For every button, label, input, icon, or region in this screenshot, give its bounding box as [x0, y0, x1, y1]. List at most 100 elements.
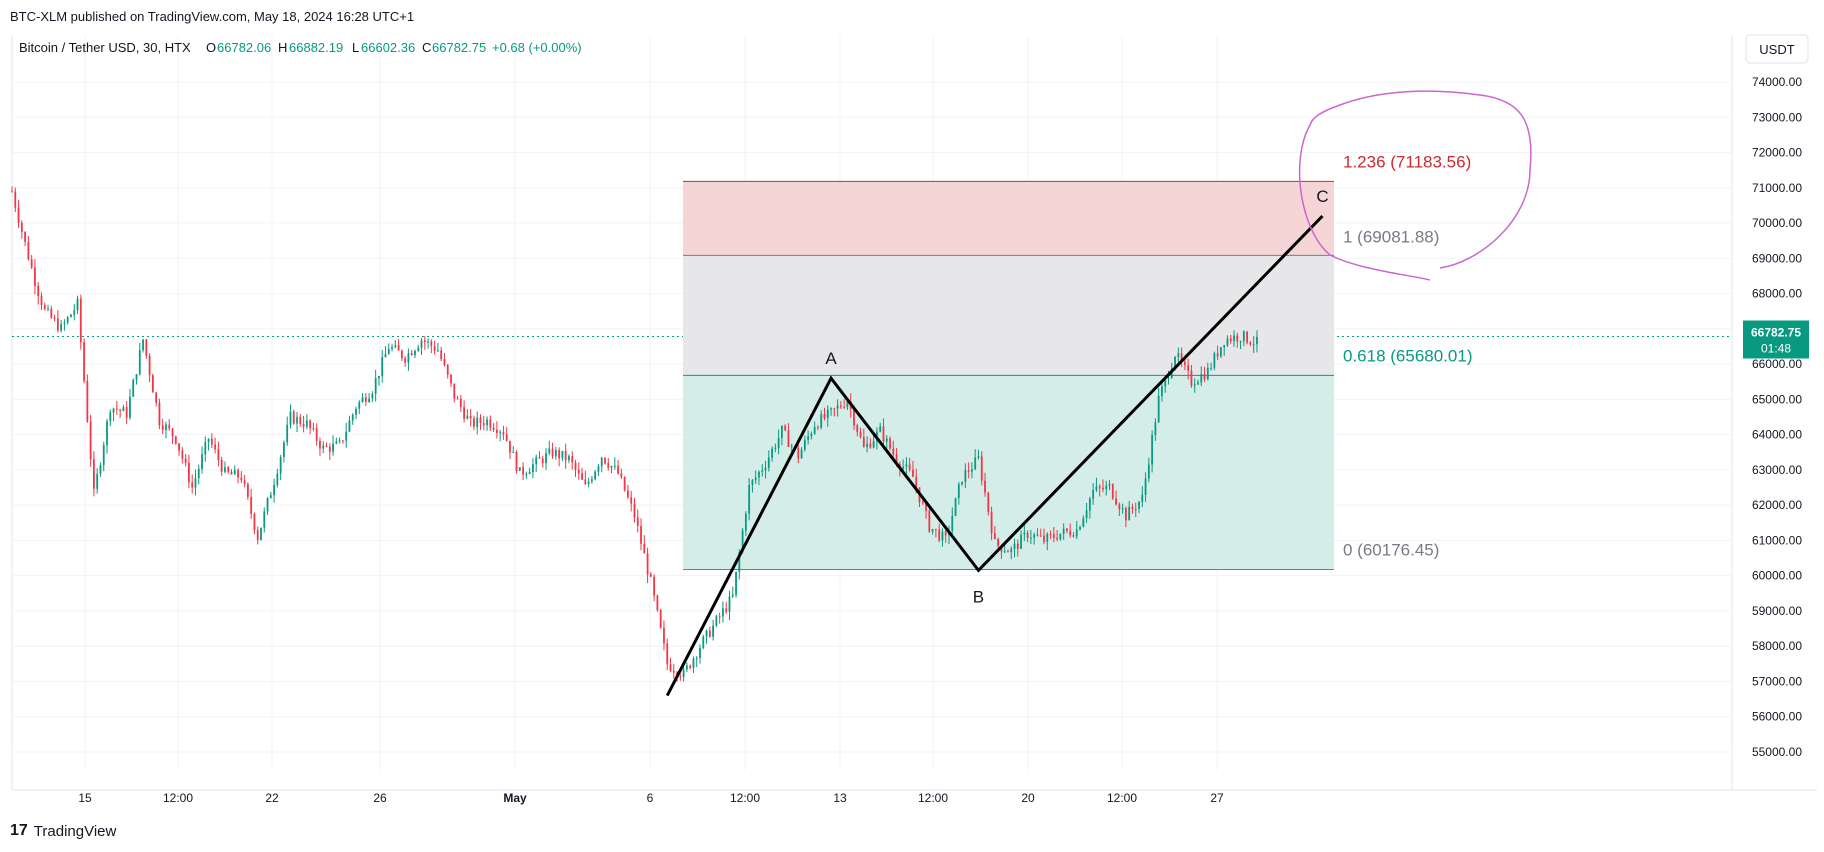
candle-body [826, 409, 829, 419]
candle-body [1125, 508, 1127, 521]
candle-body [836, 405, 839, 409]
currency-button[interactable]: USDT [1745, 34, 1809, 64]
candle-body [456, 398, 459, 400]
candle-body [1229, 338, 1232, 342]
fib-level-label: 0 (60176.45) [1343, 540, 1439, 559]
candle-body [833, 408, 836, 410]
candle-body [492, 427, 495, 430]
candle-body [1029, 537, 1032, 539]
x-tick-label: 22 [265, 791, 279, 805]
candle-body [672, 670, 675, 673]
candle-body [971, 469, 973, 472]
price-axis[interactable]: 74000.00 73000.00 72000.00 71000.00 70000.00… [1752, 75, 1802, 759]
candle-body [777, 437, 780, 448]
x-tick-label: 12:00 [918, 791, 948, 805]
candle-body [178, 443, 180, 451]
candle-body [407, 353, 410, 363]
candle-body [944, 531, 947, 536]
candle-body [558, 450, 561, 459]
candle-body [266, 498, 269, 512]
x-tick-label: 6 [647, 791, 654, 805]
candle-body [66, 317, 69, 323]
candle-body [1036, 534, 1039, 536]
candle-body [325, 445, 328, 447]
candle-body [53, 317, 56, 319]
candle-body [597, 466, 600, 472]
candle-body [181, 450, 184, 459]
y-tick-label: 66000.00 [1752, 357, 1802, 371]
candle-body [600, 457, 603, 467]
candle-body [1082, 518, 1085, 527]
time-axis[interactable]: 15 12:00 22 26 May 6 12:00 13 12:00 20 12:00 27 [78, 791, 1224, 805]
candle-body [79, 298, 82, 343]
candle-body [332, 443, 334, 452]
candle-body [879, 426, 882, 432]
candle-body [895, 454, 898, 464]
candle-body [437, 350, 439, 352]
candle-body [1010, 548, 1013, 553]
fib-level-label: 0.618 (65680.01) [1343, 346, 1473, 365]
candle-body [420, 340, 423, 348]
candle-body [535, 457, 538, 465]
candle-body [1062, 528, 1065, 534]
candle-body [967, 470, 970, 472]
symbol-line: Bitcoin / Tether USD, 30, HTX O 66782.06… [19, 40, 582, 55]
candle-body [957, 484, 960, 499]
candle-body [486, 419, 488, 426]
candle-body [1059, 533, 1062, 540]
candle-body [312, 427, 315, 429]
candle-body [233, 469, 236, 475]
candle-body [564, 450, 567, 461]
candle-body [125, 407, 128, 418]
candle-body [623, 476, 626, 491]
candle-body [1256, 336, 1258, 345]
candle-body [207, 438, 210, 442]
candle-body [17, 207, 20, 223]
candle-body [921, 501, 924, 504]
candle-body [1177, 353, 1180, 357]
candle-body [669, 664, 672, 671]
candle-body [1111, 484, 1114, 499]
candle-body [1102, 487, 1104, 490]
candle-body [548, 448, 551, 454]
candle-body [633, 503, 636, 518]
candle-body [1190, 370, 1193, 386]
candle-body [253, 513, 256, 531]
candle-body [168, 424, 171, 429]
x-tick-label: 12:00 [163, 791, 193, 805]
candle-body [30, 259, 33, 268]
candle-body [283, 442, 285, 457]
candle-body [440, 350, 443, 360]
candle-body [499, 432, 502, 434]
candle-body [466, 415, 469, 419]
candle-body [1252, 344, 1255, 346]
candle-body [974, 457, 977, 470]
candle-body [1151, 435, 1154, 465]
candle-body [1200, 374, 1203, 383]
candle-body [646, 553, 649, 575]
tradingview-logo-icon: 17 [10, 822, 28, 839]
fib-zone-top [683, 181, 1334, 256]
candle-body [37, 285, 40, 297]
candle-body [220, 460, 223, 472]
candle-body [224, 467, 226, 472]
candle-body [1095, 486, 1098, 490]
candle-body [1046, 533, 1049, 542]
x-tick-label: 15 [78, 791, 92, 805]
candle-body [532, 464, 534, 473]
candle-body [11, 191, 13, 193]
candle-body [731, 594, 734, 597]
candle-body [410, 353, 413, 356]
candle-body [505, 434, 508, 441]
candle-body [892, 448, 895, 455]
candle-body [40, 296, 43, 306]
candle-body [663, 627, 665, 644]
candle-body [446, 364, 449, 375]
candle-body [1210, 367, 1212, 369]
candle-body [610, 466, 613, 468]
candle-body [400, 350, 403, 359]
low-label: L [352, 40, 359, 55]
candle-body [581, 473, 583, 480]
candle-body [240, 477, 243, 481]
